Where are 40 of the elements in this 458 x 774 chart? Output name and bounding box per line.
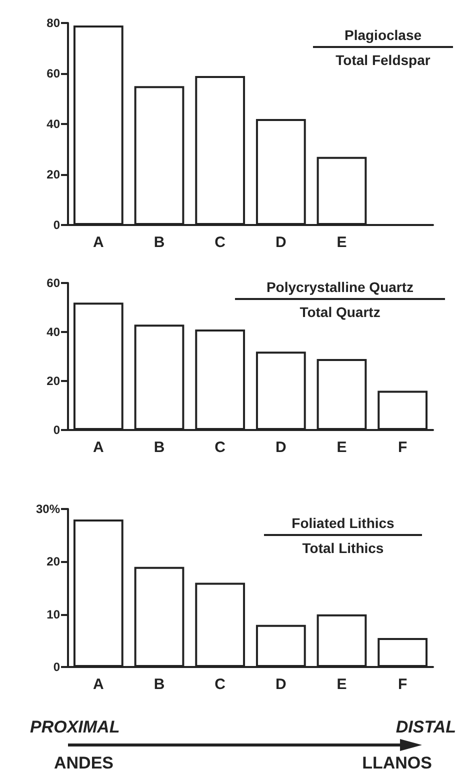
y-tick-label: 60 [46, 276, 60, 290]
y-tick-label: 20 [46, 168, 60, 182]
y-tick-label: 0 [53, 218, 60, 232]
x-tick-label: B [154, 234, 165, 251]
text: LLANOS [362, 754, 432, 772]
y-tick-label: 60 [46, 66, 60, 80]
y-tick-label: 80 [46, 16, 60, 30]
chart-title: Plagioclase [344, 27, 422, 43]
x-tick-label: A [92, 676, 104, 693]
y-tick-label: 0 [53, 423, 60, 437]
x-tick-label: E [336, 676, 347, 693]
x-tick-label: C [214, 234, 226, 251]
x-tick-label: E [336, 439, 347, 456]
y-tick-label: 0 [53, 660, 60, 674]
chart-title: Foliated Lithics [292, 515, 395, 531]
y-tick-label: 20 [46, 374, 60, 388]
text: ANDES [54, 754, 114, 772]
y-tick-label: 40 [46, 117, 60, 131]
text: DISTAL [396, 718, 456, 736]
y-tick-label: 10 [46, 607, 60, 622]
y-tick-label: 40 [46, 325, 60, 339]
x-tick-label: F [398, 439, 408, 456]
x-tick-label: B [154, 676, 165, 693]
x-tick-label: C [214, 676, 226, 693]
x-tick-label: A [92, 234, 104, 251]
y-tick-label: 30% [36, 502, 60, 516]
chart-title: Polycrystalline Quartz [266, 279, 414, 295]
x-tick-label: E [336, 234, 347, 251]
x-tick-label: D [275, 234, 286, 251]
text: Total Lithics [302, 540, 384, 556]
x-tick-label: D [275, 439, 286, 456]
x-tick-label: B [154, 439, 165, 456]
text: Total Feldspar [336, 52, 431, 68]
text: PROXIMAL [30, 718, 120, 736]
x-tick-label: D [275, 676, 286, 693]
x-tick-label: C [214, 439, 226, 456]
x-tick-label: A [92, 439, 104, 456]
y-tick-label: 20 [46, 554, 60, 569]
x-tick-label: F [398, 676, 408, 693]
text: Total Quartz [300, 304, 380, 320]
